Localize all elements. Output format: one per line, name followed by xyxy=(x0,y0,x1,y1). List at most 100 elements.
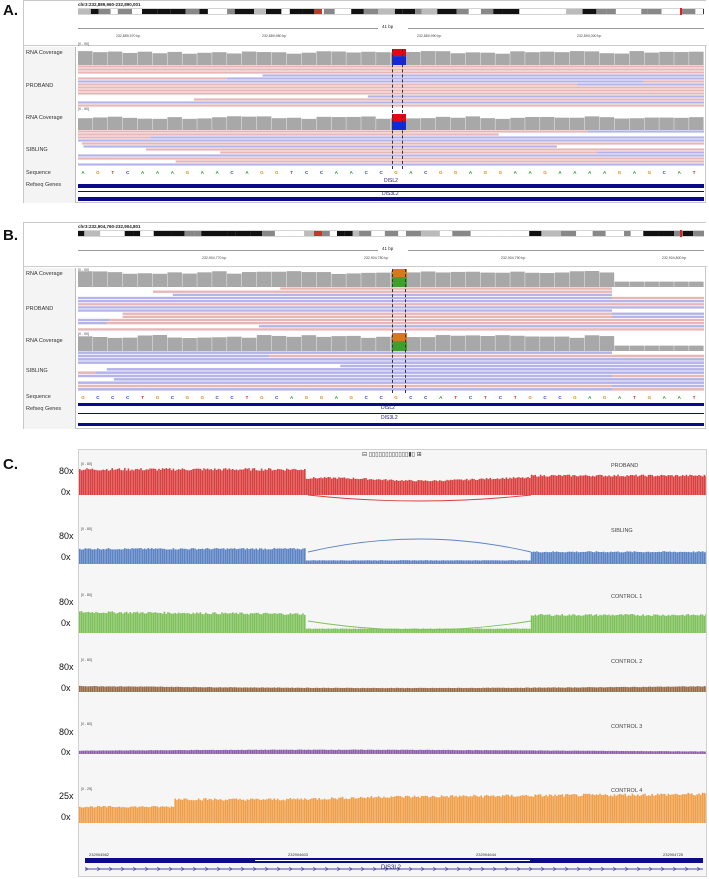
ideogram-header-a: chr3:232,889,960-232,890,001 41 bp 232,8… xyxy=(24,1,707,46)
base: A xyxy=(632,170,637,175)
base: C xyxy=(498,395,502,400)
base: G xyxy=(394,395,398,400)
base: A xyxy=(617,395,622,400)
base: A xyxy=(677,395,681,400)
tick-a-2: 232,889,980 bp xyxy=(262,34,287,38)
base: G xyxy=(483,170,488,175)
range-b-2: [0 - 90] xyxy=(78,332,89,336)
base: C xyxy=(558,395,562,400)
igv-panel-a: chr3:232,889,960-232,890,001 41 bp 232,8… xyxy=(23,0,707,203)
reads-a-proband xyxy=(78,65,704,107)
range-a-1: [0 - 90] xyxy=(78,42,89,46)
gene-a-line xyxy=(78,191,704,192)
gene-b-label: DISL2 xyxy=(381,405,395,411)
coverage-a-proband xyxy=(78,49,704,65)
base: T xyxy=(111,170,115,175)
base: G xyxy=(185,395,190,400)
gene-a-row1 xyxy=(78,184,704,188)
base: G xyxy=(573,395,577,400)
ideogram-b xyxy=(78,230,704,237)
base: G xyxy=(453,170,458,175)
base: C xyxy=(364,170,368,175)
base: C xyxy=(379,395,383,400)
gene-c-label: DIS3L2 xyxy=(381,865,402,871)
coverage-control1 xyxy=(79,611,706,633)
coverage-a-sibling xyxy=(78,114,704,130)
track-labels-b: RNA Coverage PROBAND RNA Coverage SIBLIN… xyxy=(24,268,76,429)
coverage-control2 xyxy=(79,685,706,692)
track-labels-a: RNA Coverage PROBAND RNA Coverage SIBLIN… xyxy=(24,47,76,203)
base: A xyxy=(468,170,473,175)
variant-line-b-right xyxy=(405,269,406,393)
sample-sibling: SIBLING xyxy=(611,528,633,534)
tick-b-2: 232,904,780 bp xyxy=(364,256,389,260)
base: A xyxy=(200,170,204,175)
base: A xyxy=(588,395,592,400)
ideogram-header-b: chr3:232,904,760-232,904,801 41 bp 232,9… xyxy=(24,223,707,267)
base: T xyxy=(692,395,696,400)
locus-b: chr3:232,904,760-232,904,801 xyxy=(78,224,141,229)
base: G xyxy=(528,395,532,400)
gene-b-row2 xyxy=(78,423,704,426)
base: A xyxy=(290,395,294,400)
scale-max-sibling: 80x xyxy=(59,531,74,541)
base: T xyxy=(633,395,636,400)
tick-b-3: 232,904,790 bp xyxy=(501,256,526,260)
base: G xyxy=(200,395,204,400)
track-a-sibling: SIBLING xyxy=(26,147,48,153)
track-b-coverage-1: RNA Coverage xyxy=(26,271,63,277)
gene-b-row1 xyxy=(78,403,704,406)
track-a-coverage-2: RNA Coverage xyxy=(26,115,63,121)
zoom-control[interactable]: ⊟ ▯▯▯▯▯▯▯▯▯▯▯▯▮▯ ⊞ xyxy=(362,452,422,458)
base: G xyxy=(81,395,85,400)
scale-max-control4: 25x xyxy=(59,791,74,801)
base: G xyxy=(260,170,264,175)
base: G xyxy=(260,395,264,400)
base: G xyxy=(274,170,279,175)
base: C xyxy=(126,170,130,175)
base: C xyxy=(319,170,324,175)
base: A xyxy=(677,170,681,175)
scale-min-sibling: 0x xyxy=(61,552,71,562)
base: A xyxy=(513,170,517,175)
track-b-refseq: Refseq Genes xyxy=(26,406,62,412)
coverage-b-proband xyxy=(78,269,704,287)
track-a-coverage-1: RNA Coverage xyxy=(26,50,63,56)
base: C xyxy=(230,170,234,175)
track-a-refseq: Refseq Genes xyxy=(26,182,62,188)
base: C xyxy=(96,395,100,400)
ideogram-a xyxy=(78,8,704,15)
gene-b-label-2: DIS3L2 xyxy=(381,415,398,421)
track-b-proband: PROBAND xyxy=(26,306,54,312)
base: A xyxy=(334,170,338,175)
range-control1: [0 - 80] xyxy=(81,593,92,597)
base: C xyxy=(170,395,175,400)
scale-max-control2: 80x xyxy=(59,662,74,672)
base: G xyxy=(647,395,652,400)
base: G xyxy=(602,395,607,400)
base: T xyxy=(454,395,457,400)
base: A xyxy=(349,170,353,175)
base: A xyxy=(334,395,338,400)
base: T xyxy=(245,395,249,400)
scale-max-proband: 80x xyxy=(59,466,74,476)
base: G xyxy=(438,170,443,175)
scale-line-a xyxy=(78,28,704,29)
gene-a-label-2: DIS3L2 xyxy=(382,191,399,197)
scale-min-proband: 0x xyxy=(61,487,71,497)
sample-control4: CONTROL 4 xyxy=(611,788,643,794)
reads-a-sibling xyxy=(78,130,704,166)
range-sibling: [0 - 80] xyxy=(81,527,92,531)
base: A xyxy=(603,170,607,175)
track-b-coverage-2: RNA Coverage xyxy=(26,338,63,344)
base: T xyxy=(513,395,517,400)
base: A xyxy=(439,395,443,400)
gene-a-row2 xyxy=(78,197,704,201)
variant-line-a-left xyxy=(392,49,393,169)
sample-control3: CONTROL 3 xyxy=(611,724,643,730)
tick-a-1: 232,889,970 bp xyxy=(116,34,141,38)
tick-b-4: 232,904,800 bp xyxy=(662,256,687,260)
base: A xyxy=(245,170,249,175)
track-a-sequence: Sequence xyxy=(26,170,51,176)
